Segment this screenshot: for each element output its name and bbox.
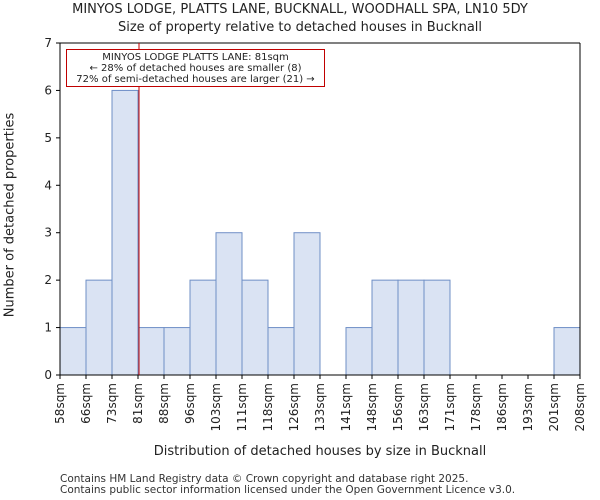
- histogram-bar: [137, 327, 165, 376]
- footer-licence: Contains public sector information licen…: [60, 484, 516, 496]
- y-tick-label: 4: [44, 178, 52, 192]
- x-tick-label: 118sqm: [261, 383, 275, 431]
- annotation-line-1: MINYOS LODGE PLATTS LANE: 81sqm: [102, 52, 289, 63]
- histogram-bar: [397, 279, 425, 376]
- x-tick-label: 163sqm: [417, 383, 431, 431]
- x-tick-label: 133sqm: [313, 383, 327, 431]
- histogram-bar: [59, 327, 87, 376]
- x-tick-label: 148sqm: [365, 383, 379, 431]
- y-tick-label: 2: [44, 273, 52, 287]
- x-tick-label: 111sqm: [235, 383, 249, 431]
- x-tick-label: 81sqm: [131, 383, 145, 424]
- histogram-bar: [189, 279, 217, 376]
- x-tick-label: 126sqm: [287, 383, 301, 431]
- y-tick-label: 7: [44, 36, 52, 50]
- x-axis-label: Distribution of detached houses by size …: [153, 444, 487, 459]
- x-tick-label: 73sqm: [105, 383, 119, 424]
- histogram-bar: [215, 232, 243, 376]
- histogram-bar: [371, 279, 399, 376]
- histogram-bar: [163, 327, 191, 376]
- y-tick-label: 0: [44, 368, 52, 382]
- x-tick-label: 156sqm: [391, 383, 405, 431]
- y-axis-label-container: Number of detached properties: [0, 0, 20, 500]
- x-tick-label: 58sqm: [53, 383, 67, 424]
- x-tick-label: 193sqm: [521, 383, 535, 431]
- y-tick-label: 3: [44, 226, 52, 240]
- x-tick-label: 171sqm: [443, 383, 457, 431]
- x-tick-label: 66sqm: [79, 383, 93, 424]
- x-tick-label: 178sqm: [469, 383, 483, 431]
- y-tick-label: 1: [44, 321, 52, 335]
- chart-subtitle: Size of property relative to detached ho…: [117, 20, 483, 35]
- y-tick-label: 5: [44, 131, 52, 145]
- y-tick-label: 6: [44, 83, 52, 97]
- histogram-bar: [345, 327, 373, 376]
- x-tick-label: 88sqm: [157, 383, 171, 424]
- histogram-bar: [85, 279, 113, 376]
- x-tick-label: 96sqm: [183, 383, 197, 424]
- annotation-line-2: ← 28% of detached houses are smaller (8): [89, 63, 302, 74]
- y-axis-label: Number of detached properties: [2, 112, 18, 318]
- histogram-bar: [241, 279, 269, 376]
- histogram-bar: [553, 327, 581, 376]
- footer-copyright: Contains HM Land Registry data © Crown c…: [60, 473, 469, 485]
- histogram-bar: [293, 232, 321, 376]
- annotation-line-3: 72% of semi-detached houses are larger (…: [76, 74, 315, 85]
- histogram-bar: [111, 89, 139, 376]
- x-tick-label: 208sqm: [573, 383, 587, 431]
- chart-title: MINYOS LODGE, PLATTS LANE, BUCKNALL, WOO…: [72, 2, 528, 17]
- x-tick-label: 103sqm: [209, 383, 223, 431]
- x-tick-label: 141sqm: [339, 383, 353, 431]
- x-tick-label: 201sqm: [547, 383, 561, 431]
- histogram-bar: [267, 327, 295, 376]
- histogram-bar: [423, 279, 451, 376]
- x-tick-label: 186sqm: [495, 383, 509, 431]
- property-annotation-box: MINYOS LODGE PLATTS LANE: 81sqm ← 28% of…: [66, 49, 325, 87]
